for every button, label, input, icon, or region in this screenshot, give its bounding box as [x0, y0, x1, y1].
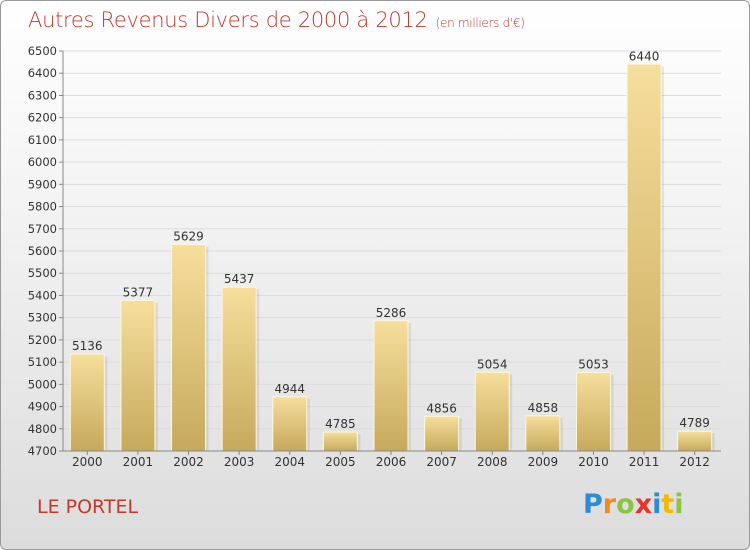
data-label: 4785 [325, 417, 356, 431]
logo-letter: i [652, 489, 662, 520]
y-tick-label: 5200 [28, 333, 57, 347]
x-tick-label: 2009 [528, 455, 559, 469]
y-tick-label: 5700 [28, 222, 57, 236]
x-tick-label: 2004 [274, 455, 305, 469]
bar-2011 [626, 63, 662, 452]
data-label: 4858 [528, 401, 559, 415]
y-tick-label: 6500 [28, 44, 57, 58]
bar-2008 [474, 371, 510, 452]
x-tick-label: 2006 [376, 455, 407, 469]
y-tick-label: 6000 [28, 155, 57, 169]
data-label: 5053 [578, 358, 609, 372]
axes: 4700 4800 4900 5000 5100 5200 5300 5400 5500 5600… [28, 44, 721, 469]
data-label: 4944 [274, 382, 305, 396]
bar-2009 [525, 415, 561, 452]
logo-letter: x [634, 489, 653, 520]
chart-title-text: Autres Revenus Divers de 2000 à 2012 [28, 8, 428, 32]
logo-letter: r [602, 489, 617, 520]
y-tick-label: 5300 [28, 311, 57, 325]
logo-letter: i [674, 489, 684, 520]
x-tick-label: 2007 [426, 455, 457, 469]
data-label: 5286 [376, 306, 407, 320]
y-tick-label: 5000 [28, 377, 57, 391]
y-tick-label: 5100 [28, 355, 57, 369]
bar-2006 [373, 320, 409, 452]
bar-2012 [677, 430, 713, 452]
x-tick-label: 2008 [477, 455, 508, 469]
data-label: 4856 [426, 401, 457, 415]
bar-2000 [69, 353, 105, 452]
x-tick-label: 2001 [123, 455, 154, 469]
x-tick-label: 2002 [173, 455, 204, 469]
proxiti-logo[interactable]: Proxiti [583, 489, 684, 520]
x-tick-label: 2005 [325, 455, 356, 469]
data-label: 5437 [224, 272, 255, 286]
x-tick-label: 2003 [224, 455, 255, 469]
bar-2004 [272, 396, 308, 452]
bar-2007 [424, 415, 460, 452]
bar-2002 [171, 244, 207, 452]
x-tick-label: 2011 [629, 455, 660, 469]
bar-2005 [322, 431, 358, 452]
bar-2003 [221, 286, 257, 452]
y-tick-label: 6300 [28, 88, 57, 102]
y-tick-label: 5500 [28, 266, 57, 280]
y-tick-label: 5400 [28, 288, 57, 302]
logo-letter: P [583, 489, 603, 520]
x-tick-label: 2000 [72, 455, 103, 469]
y-tick-label: 6400 [28, 66, 57, 80]
y-tick-label: 4900 [28, 400, 57, 414]
y-tick-label: 5900 [28, 177, 57, 191]
x-tick-label: 2012 [679, 455, 710, 469]
place-name: LE PORTEL [37, 496, 139, 518]
chart-subtitle: (en milliers d'€) [435, 16, 525, 30]
logo-letter: o [616, 489, 635, 520]
bar-2010 [575, 372, 611, 452]
data-label: 5377 [123, 286, 154, 300]
bars [69, 63, 715, 452]
data-label: 6440 [629, 49, 660, 63]
x-tick-label: 2010 [578, 455, 609, 469]
data-labels: 5136 5377 5629 5437 4944 4785 5286 4856 5054 4858… [72, 49, 710, 431]
data-label: 5136 [72, 339, 103, 353]
data-label: 4789 [679, 416, 710, 430]
logo-letter: t [661, 489, 675, 520]
y-tick-label: 6200 [28, 111, 57, 125]
y-tick-label: 4800 [28, 422, 57, 436]
chart-title: Autres Revenus Divers de 2000 à 2012 (en … [28, 8, 525, 32]
bar-2001 [120, 300, 156, 452]
y-tick-label: 6100 [28, 133, 57, 147]
y-tick-label: 4700 [28, 444, 57, 458]
y-tick-label: 5600 [28, 244, 57, 258]
y-tick-label: 5800 [28, 200, 57, 214]
data-label: 5629 [173, 230, 204, 244]
data-label: 5054 [477, 357, 508, 371]
